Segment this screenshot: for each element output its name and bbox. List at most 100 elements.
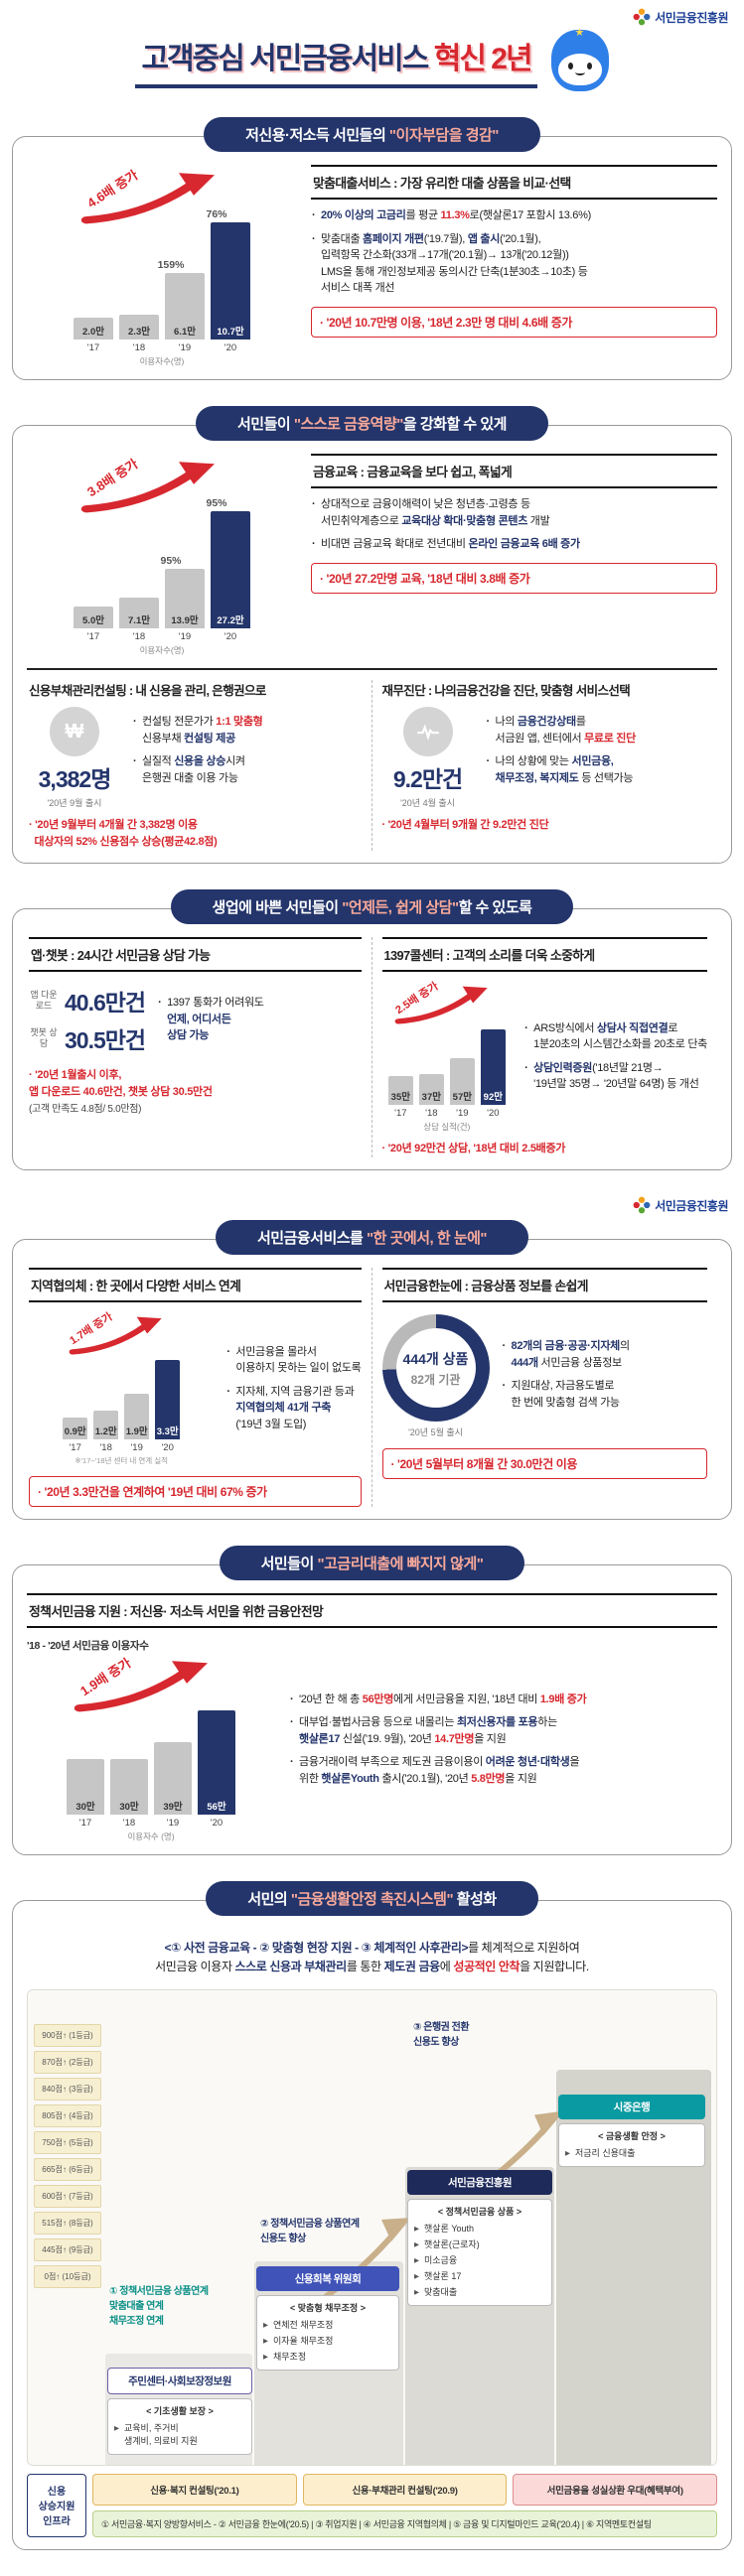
kinfa-logo-icon — [633, 8, 651, 26]
bar-value-label: 0.9만 — [64, 1426, 86, 1438]
section2-panel: 3.8배 증가 5.0만 '17 7.1만 '18 95% 13.9만 '19 95% 27.2… — [12, 425, 732, 865]
bar: 56만 — [198, 1710, 235, 1816]
bar-value-label: 37만 — [421, 1092, 441, 1104]
section-financial-capability: 서민들이 "스스로 금융역량"을 강화할 수 있게 3.8배 증가 5.0만 '1… — [12, 406, 732, 865]
bar-value-label: 2.0만 — [82, 327, 104, 338]
section1-header: 저신용·저소득 서민들의 "이자부담을 경감" — [204, 117, 540, 152]
callcenter-block: 1397콜센터 : 고객의 소리를 더욱 소중하게 2.5배 증가 35만 '17… — [372, 937, 718, 1157]
card-item: 연체전 채무조정 — [263, 2317, 392, 2333]
info-bullet: 나의 상황에 맞는 서민금융,채무조정, 복지제도 등 선택가능 — [486, 753, 636, 786]
bar: 37만 — [418, 1074, 444, 1106]
card-items-title: < 정책서민금융 상품 > — [437, 2206, 522, 2217]
bar: 10.7만 — [211, 222, 250, 339]
pill-text: 서민의 — [247, 1891, 291, 1909]
bar-column: 95% 27.2만 '20 — [206, 497, 250, 642]
credit-ladder-diagram: 900점↑ (1등급) 870점↑ (2등급) 840점↑ (3등급) 805점↑ (… — [27, 1988, 717, 2466]
section5-header: 서민들이 "고금리대출에 빠지지 않게" — [219, 1546, 525, 1581]
info-bullet: 비대면 금융교육 확대로 전년대비 온라인 금융교육 6배 증가 — [311, 536, 717, 553]
card-title: 시중은행 — [558, 2094, 705, 2119]
bar-year-label: '20 — [487, 1108, 500, 1120]
section2-subsections: 신용부채관리컨설팅 : 내 신용을 관리, 은행권으로 ₩ 3,382명 '20… — [27, 668, 717, 852]
bar-column: 30만 '18 — [110, 1745, 148, 1829]
bar-column: 92만 '20 — [480, 1016, 506, 1120]
sub-title: 재무진단 : 나의금융건강을 진단, 맞춤형 서비스선택 — [381, 684, 631, 698]
info-bullet: 20% 이상의 고금리를 평균 11.3%로(햇살론17 포함시 13.6%) — [311, 207, 717, 224]
card-items-title: < 기초생활 보장 > — [146, 2405, 214, 2416]
bar-year-label: '20 — [223, 342, 237, 353]
axis-label: 이용자수(명) — [139, 645, 185, 655]
bar-year-label: '20 — [161, 1442, 174, 1454]
bar: 1.2만 — [93, 1411, 119, 1440]
loan-users-chart: 4.6배 증가 2.0만 '17 2.3만 '18 159% 6.1만 '19 76% 10.7… — [74, 165, 250, 367]
bar-year-label: '19 — [166, 1818, 180, 1830]
stat-caption: '20년 9월 출시 — [47, 798, 102, 808]
section-anytime-consulting: 생업에 바쁜 서민들이 "언제든, 쉽게 상담"할 수 있도록 앱·챗봇 : 2… — [12, 889, 732, 1171]
callcenter-chart: 2.5배 증가 35만 '17 37만 '18 57만 '19 92만 '20 상담 실적(건… — [387, 980, 506, 1133]
section4-logo-row: 서민금융진흥원 — [12, 1194, 732, 1216]
bar-column: 2.3만 '18 — [119, 301, 159, 353]
bar-year-label: '17 — [86, 342, 100, 353]
app-stats: 앱 다운 로드 40.6만건 챗봇 상담 30.5만건 — [29, 980, 146, 1059]
bar-chart: 30만 '17 30만 '18 39만 '19 56만 '20 — [67, 1696, 235, 1829]
annotation-step2: ② 정책서민금융 상품연계 신용도 향상 — [260, 2218, 360, 2244]
card-items-title: < 금융생활 안정 > — [598, 2130, 666, 2141]
sub-title: 신용부채관리컨설팅 : 내 신용을 관리, 은행권으로 — [29, 684, 266, 698]
stat-number: 3,382명 — [38, 766, 112, 792]
bar: 92만 — [480, 1029, 506, 1106]
bar-value-label: 13.9만 — [171, 615, 199, 626]
bar-column: 7.1만 '18 — [119, 584, 159, 642]
bar-chart: 35만 '17 37만 '18 57만 '19 92만 '20 — [387, 1016, 506, 1120]
pill-text: 할 수 있도록 — [458, 899, 532, 917]
axis-label: 이용자수 (명) — [127, 1831, 175, 1842]
credit-recovery-card: 신용회복 위원회 < 맞춤형 채무조정 > 연체전 채무조정이자율 채무조정채무… — [256, 2265, 399, 2371]
bar-year-label: '19 — [178, 631, 192, 642]
highlight-box: · '20년 3.3만건을 연계하여 '19년 대비 67% 증가 — [29, 1476, 362, 1508]
policy-finance-chart: 1.9배 증가 30만 '17 30만 '18 39만 '19 56만 '20 이용자수 (명… — [67, 1653, 235, 1842]
bar-year-label: '18 — [122, 1818, 136, 1830]
mascot-eye — [586, 63, 592, 69]
products-donut-chart: 444개 상품 82개 기관 — [381, 1314, 490, 1423]
infra-notes: ① 서민금융·복지 양방향서비스 - ② 서민금융 한눈에('20.5) | ③… — [92, 2509, 717, 2537]
section-avoid-high-interest: 서민들이 "고금리대출에 빠지지 않게" 정책서민금융 지원 : 저신용· 저소… — [12, 1546, 732, 1856]
bar-column: 1.2만 '18 — [93, 1397, 119, 1453]
highlight-box: · '20년 10.7만명 이용, '18년 2.3만 명 대비 4.6배 증가 — [311, 306, 717, 338]
bar-chart: 5.0만 '17 7.1만 '18 95% 13.9만 '19 95% 27.2만 '20 — [74, 497, 250, 642]
regional-council-block: 지역협의체 : 한 곳에서 다양한 서비스 연계 1.7배 증가 0.9만 '17… — [27, 1268, 372, 1508]
bar-year-label: '20 — [223, 631, 237, 642]
header-logo-row: 서민금융진흥원 — [12, 6, 732, 28]
growth-arrow-icon — [394, 986, 488, 1024]
bar: 0.9만 — [63, 1418, 88, 1440]
bar-percent-label: 95% — [206, 497, 227, 509]
bar-year-label: '19 — [130, 1442, 143, 1454]
logo-text: 서민금융진흥원 — [655, 1198, 728, 1213]
bar-value-label: 1.2만 — [94, 1426, 117, 1438]
growth-arrow-icon — [80, 462, 215, 513]
pill-quote: "금융생활안정 촉진시스템" — [290, 1891, 454, 1909]
bar-value-label: 27.2만 — [217, 615, 244, 626]
bar: 27.2만 — [211, 511, 250, 628]
pill-quote: "고금리대출에 빠지지 않게" — [317, 1556, 484, 1573]
section3-header: 생업에 바쁜 서민들이 "언제든, 쉽게 상담"할 수 있도록 — [170, 889, 574, 925]
bar-percent-label: 95% — [160, 555, 182, 567]
mascot-eye — [567, 63, 573, 69]
bank-items: 저금리 신용대출 — [565, 2145, 698, 2161]
donut-caption: '20년 5월 출시 — [408, 1427, 463, 1438]
at-a-glance-block: 서민금융한눈에 : 금융상품 정보를 손쉽게 444개 상품 82개 기관 '2… — [372, 1268, 718, 1507]
infra-box: 서민금융을 성실상환 우대(혜택부여) — [513, 2473, 718, 2506]
regional-council-chart: 1.7배 증가 0.9만 '17 1.2만 '18 1.9만 '19 3.3만 '20 ※'1… — [63, 1310, 181, 1466]
kinfa-logo: 서민금융진흥원 — [633, 8, 728, 26]
bar-value-label: 5.0만 — [82, 615, 104, 626]
info-bullet: '20년 한 해 총 56만명에게 서민금융을 지원, '18년 대비 1.9배… — [289, 1692, 717, 1708]
bar-value-label: 3.3만 — [156, 1426, 179, 1438]
section-stability-system: 서민의 "금융생활안정 촉진시스템" 활성화 <① 사전 금융교육 - ② 맞춤… — [12, 1881, 732, 2550]
